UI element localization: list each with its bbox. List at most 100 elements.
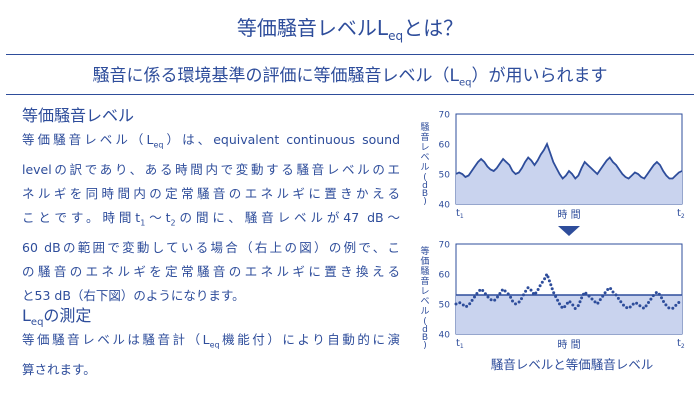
- body-line-3: ネルギを同時間内の定常騒音のエネルギに置きかえる: [22, 185, 400, 201]
- down-arrow-icon: [558, 226, 580, 236]
- title-divider: [6, 54, 694, 55]
- xlabel-top: 時 間: [557, 209, 580, 221]
- ylabel-char: ベ: [420, 153, 429, 163]
- noise-level-dot: [593, 300, 597, 304]
- noise-level-dot: [550, 287, 554, 291]
- ylabel-char: B: [422, 333, 428, 343]
- ylabel-char: 価: [420, 255, 429, 267]
- xlabel-bottom: 時 間: [557, 339, 580, 351]
- noise-level-chart: 70 60 50 40 t1 t2 時 間 騒音レベル(dB): [420, 111, 684, 222]
- subtitle-divider: [6, 94, 694, 95]
- noise-level-dot: [622, 303, 625, 307]
- noise-level-dot: [549, 283, 553, 287]
- noise-level-dot: [536, 288, 540, 291]
- t1-label-bottom: t1: [456, 338, 464, 350]
- noise-level-dot: [628, 305, 632, 309]
- noise-level-dot: [486, 295, 490, 299]
- noise-level-dot: [616, 296, 620, 300]
- ylabel-char: 騒: [420, 122, 429, 133]
- noise-level-dot: [560, 305, 564, 309]
- noise-level-dot: [475, 292, 479, 295]
- noise-level-dot: [584, 291, 588, 295]
- noise-level-dot: [582, 292, 585, 296]
- noise-level-dot: [638, 304, 642, 308]
- ylabel-char: d: [422, 325, 428, 335]
- noise-level-dot: [552, 291, 556, 295]
- ylabel-char: ル: [420, 307, 429, 317]
- noise-level-dot: [531, 292, 535, 295]
- noise-level-dot: [667, 306, 671, 310]
- noise-level-dot: [657, 292, 661, 296]
- body-line-7: と53 dB（右下図）のようになります。: [22, 288, 245, 304]
- noise-level-dot: [547, 279, 551, 283]
- page-title: 等価騒音レベルLeqとは？: [236, 16, 464, 43]
- noise-level-dot: [498, 292, 502, 295]
- noise-level-dot: [606, 288, 610, 291]
- section-heading-leq: 等価騒音レベル: [22, 106, 135, 125]
- noise-level-dot: [526, 286, 530, 290]
- noise-level-dot: [580, 296, 584, 300]
- noise-level-dot: [496, 295, 499, 299]
- noise-level-dot: [461, 303, 465, 307]
- y-tick-label: 50: [439, 301, 451, 311]
- ylabel-char: ベ: [420, 297, 429, 307]
- ylabel-char: ): [423, 341, 427, 351]
- noise-level-dot: [662, 300, 665, 303]
- noise-level-dot: [625, 306, 629, 310]
- noise-level-dot: [506, 292, 510, 296]
- y-tick-label: 60: [439, 141, 451, 151]
- section-heading-measurement: Leqの測定: [22, 306, 92, 329]
- noise-level-dot: [522, 293, 525, 297]
- t1-label-top: t1: [456, 208, 464, 220]
- noise-level-dot: [649, 297, 653, 301]
- y-tick-label: 40: [439, 331, 451, 341]
- body-line-5: 60 dBの範囲で変動している場合（右上の図）の例で、こ: [22, 239, 400, 255]
- noise-level-dot: [587, 294, 591, 298]
- noise-level-dot: [563, 305, 567, 309]
- noise-level-dot: [660, 296, 663, 300]
- noise-level-dot: [641, 306, 645, 310]
- noise-level-line: [455, 141, 683, 180]
- noise-level-dot: [538, 284, 542, 288]
- equivalent-noise-level-chart: 70 60 50 40 t1 t2 時 間 等価騒音レベル(dB): [420, 241, 684, 352]
- noise-level-dot: [664, 303, 668, 307]
- t2-label-bottom: t2: [677, 338, 685, 350]
- ylabel-char: 音: [420, 131, 429, 143]
- noise-level-dot: [654, 291, 658, 295]
- noise-level-dot: [468, 302, 472, 306]
- y-tick-label: 70: [439, 241, 451, 251]
- noise-level-dot: [565, 301, 569, 305]
- ylabel-char: 音: [420, 275, 429, 287]
- noise-level-dot: [671, 306, 675, 310]
- ylabel-char: レ: [420, 143, 429, 153]
- noise-level-dot: [503, 289, 507, 293]
- body-line-9: 算されます。: [22, 361, 96, 377]
- noise-level-dot: [576, 304, 580, 308]
- noise-level-dot: [509, 295, 513, 299]
- y-tick-label: 40: [439, 201, 451, 211]
- noise-level-dot: [644, 304, 648, 308]
- noise-level-dot: [478, 288, 482, 292]
- ylabel-char: B: [422, 189, 428, 199]
- body-line-4: ことです。時間t1〜t2の間に、騒音レベルが47 dB〜: [22, 210, 401, 228]
- noise-level-dot: [517, 300, 521, 304]
- ylabel-char: ル: [420, 163, 429, 173]
- ylabel-char: 等: [420, 245, 429, 257]
- noise-level-dot: [603, 291, 607, 295]
- noise-level-dot: [514, 302, 517, 306]
- noise-level-area: [456, 144, 682, 204]
- noise-level-dot: [489, 298, 493, 302]
- ylabel-char: ): [423, 197, 427, 207]
- ylabel-char: (: [423, 317, 427, 327]
- noise-level-dot: [470, 298, 474, 302]
- noise-level-dot: [568, 300, 572, 304]
- noise-level-dot: [647, 301, 650, 304]
- y-tick-label: 50: [439, 171, 451, 181]
- ylabel-char: レ: [420, 287, 429, 297]
- noise-level-dot: [481, 289, 485, 292]
- noise-level-dotted-line: [454, 273, 681, 310]
- noise-level-dot: [520, 297, 523, 301]
- noise-level-dot: [674, 303, 678, 307]
- noise-level-dot: [458, 301, 462, 305]
